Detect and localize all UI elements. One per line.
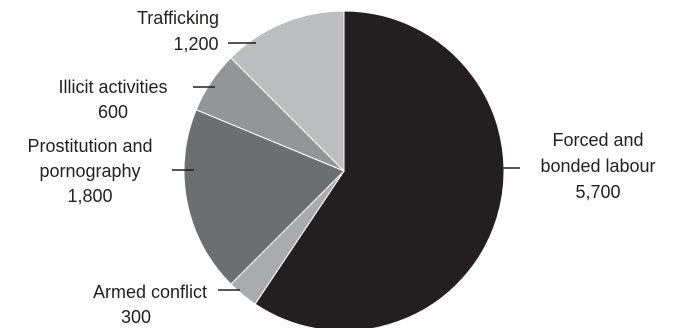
label-illicit-activities-line-1: Illicit activities <box>58 77 167 97</box>
label-forced-labour-value: 5,700 <box>575 182 620 202</box>
slice-forced-labour <box>254 10 505 328</box>
label-prostitution-line-1: Prostitution and <box>27 136 152 156</box>
label-illicit-activities-value: 600 <box>98 102 128 122</box>
label-illicit-activities: Illicit activities 600 <box>58 77 167 122</box>
slice-trafficking <box>230 10 345 173</box>
label-prostitution: Prostitution and pornography 1,800 <box>27 136 152 206</box>
label-trafficking: Trafficking 1,200 <box>137 8 219 54</box>
label-prostitution-value: 1,800 <box>67 186 112 206</box>
label-forced-labour-line-2: bonded labour <box>540 156 655 176</box>
label-forced-labour-line-1: Forced and <box>552 130 643 150</box>
label-armed-conflict-value: 300 <box>121 307 151 327</box>
slice-prostitution <box>183 109 345 285</box>
label-forced-labour: Forced and bonded labour 5,700 <box>540 130 655 202</box>
leader-lines <box>172 42 520 291</box>
label-armed-conflict-line-1: Armed conflict <box>93 282 207 302</box>
pie-slices <box>183 10 505 328</box>
label-trafficking-value: 1,200 <box>173 34 218 54</box>
label-prostitution-line-2: pornography <box>39 161 140 181</box>
label-armed-conflict: Armed conflict 300 <box>93 282 207 327</box>
label-trafficking-line-1: Trafficking <box>137 8 219 28</box>
